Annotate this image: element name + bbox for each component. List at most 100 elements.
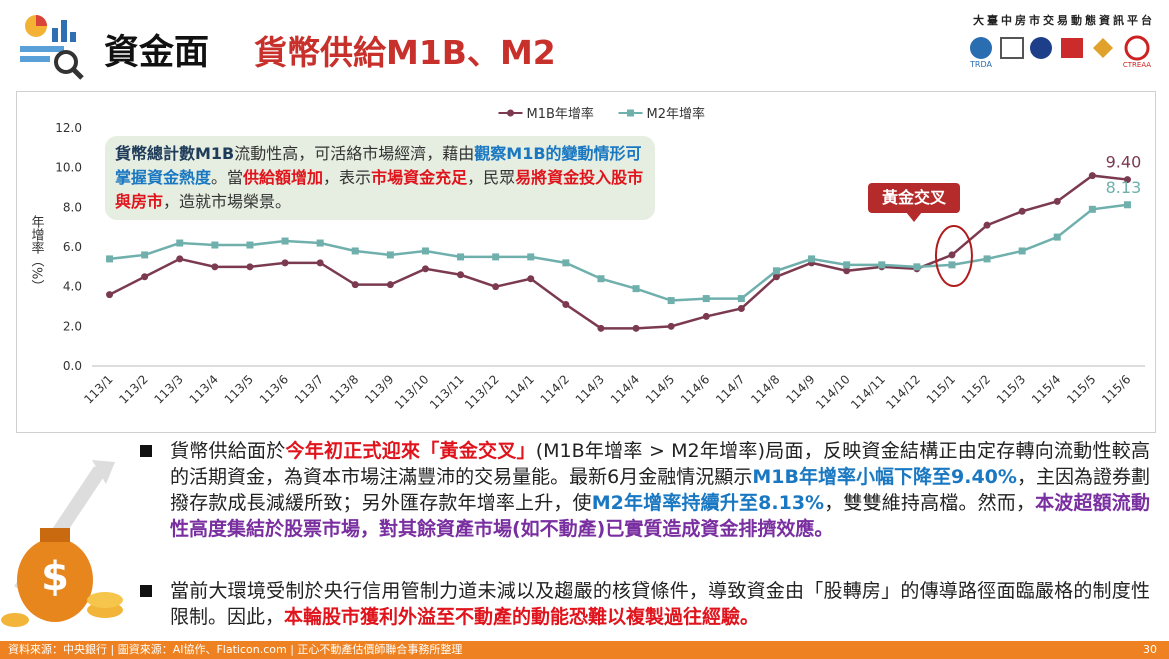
- text-run: ，雙雙維持高檔。然而，: [824, 492, 1036, 514]
- data-point: [527, 253, 535, 261]
- footer: 資料來源：中央銀行 | 圖資來源：AI協作、Flaticon.com | 正心不…: [0, 641, 1169, 659]
- data-point: [1018, 247, 1026, 255]
- legend-marker: [627, 109, 634, 117]
- x-tick-label: 115/2: [959, 372, 993, 406]
- x-tick-label: 114/6: [678, 372, 712, 406]
- data-point: [386, 281, 394, 289]
- text-run: ，主因為證券劃撥存款成長減緩所致；另外匯存款年增率上升，使: [170, 466, 1150, 514]
- data-point: [246, 263, 254, 271]
- data-point: [983, 221, 991, 229]
- x-tick-label: 113/6: [257, 372, 291, 406]
- svg-text:$: $: [41, 554, 69, 600]
- data-point: [421, 265, 429, 273]
- y-tick-label: 12.0: [55, 121, 82, 135]
- data-point: [597, 324, 605, 332]
- data-point: [176, 239, 184, 247]
- text-run: 今年初正式迎來「黃金交叉」: [285, 440, 536, 462]
- series-line: [108, 174, 1128, 330]
- x-tick-label: 113/8: [327, 372, 361, 406]
- x-tick-label: 113/1: [81, 372, 115, 406]
- x-tick-label: 114/5: [643, 372, 677, 406]
- header-icon: [20, 15, 84, 80]
- data-point: [632, 285, 640, 293]
- data-point: [1123, 201, 1131, 209]
- y-tick-label: 8.0: [63, 200, 82, 214]
- series-line: [109, 203, 1128, 302]
- data-point: [386, 251, 394, 259]
- callout: 黃金交叉: [868, 183, 960, 213]
- data-point: [948, 251, 956, 259]
- text-run: 貨幣總計數M1B: [115, 144, 235, 163]
- data-point: [843, 261, 851, 269]
- logo-text: CTREAA: [1123, 61, 1151, 69]
- x-tick-label: 114/10: [813, 372, 853, 412]
- x-tick-label: 114/8: [748, 372, 782, 406]
- x-tick-label: 114/4: [608, 372, 642, 406]
- data-point: [141, 273, 149, 281]
- y-axis-label: 年增率（%）: [29, 215, 45, 292]
- data-point: [246, 241, 254, 249]
- data-point: [211, 263, 219, 271]
- data-point: [351, 247, 359, 255]
- legend-label: M2年增率: [647, 106, 706, 122]
- x-tick-label: 113/11: [427, 372, 467, 412]
- data-point: [562, 259, 570, 267]
- page-number: 30: [1143, 643, 1157, 656]
- data-point: [106, 255, 114, 263]
- data-point: [421, 247, 429, 255]
- data-point: [316, 239, 324, 247]
- logo-text: TRDA: [969, 60, 992, 69]
- data-point: [1053, 233, 1061, 241]
- y-tick-label: 10.0: [55, 161, 82, 175]
- y-tick-label: 0.0: [63, 359, 82, 373]
- data-point: [281, 259, 289, 267]
- text-run: (M1B年增率 > M2年增率)局面，反映資金結構正由定存轉向流動性較高的活期資…: [170, 440, 1150, 488]
- text-run: 易將資金投入股市與房市: [115, 168, 644, 211]
- subtitle: 貨幣供給M1B、M2: [254, 33, 556, 72]
- text-run: 流動性高，可活絡市場經濟，藉由: [234, 144, 475, 163]
- data-point: [141, 251, 149, 259]
- data-point: [316, 259, 324, 267]
- logos: TRDA CTREAA: [969, 35, 1151, 69]
- data-point: [1053, 197, 1061, 205]
- data-point: [772, 273, 780, 281]
- text-run: 供給額增加: [243, 168, 324, 187]
- x-tick-label: 114/12: [883, 372, 923, 412]
- data-point: [457, 253, 465, 261]
- data-point: [702, 295, 710, 303]
- x-tick-label: 115/4: [1029, 372, 1063, 406]
- chart-frame: [16, 91, 1156, 433]
- text-run: 當前大環境受制於央行信用管制力道未減以及趨嚴的核貸條件，導致資金由「股轉房」的傳…: [170, 580, 1150, 628]
- data-point: [527, 275, 535, 283]
- x-tick-label: 114/1: [503, 372, 537, 406]
- data-point: [562, 301, 570, 309]
- data-point: [492, 283, 500, 291]
- text-run: 貨幣供給面於: [170, 440, 286, 462]
- x-tick-label: 113/2: [116, 372, 150, 406]
- highlight-ring: [934, 225, 973, 287]
- money-illustration: $: [1, 460, 123, 627]
- legend-marker: [507, 109, 514, 117]
- x-tick-label: 114/7: [713, 372, 747, 406]
- data-point: [702, 312, 710, 320]
- data-point: [737, 295, 745, 303]
- x-tick-label: 113/3: [152, 372, 186, 406]
- y-tick-label: 4.0: [63, 280, 82, 294]
- x-tick-label: 114/11: [848, 372, 888, 412]
- x-tick-label: 113/7: [292, 372, 326, 406]
- data-point: [843, 267, 851, 275]
- x-tick-label: 115/6: [1099, 372, 1133, 406]
- data-point: [667, 322, 675, 330]
- data-point: [808, 255, 816, 263]
- text-run: ，表示: [323, 168, 372, 187]
- data-point: [913, 263, 921, 271]
- text-run: ，民眾: [467, 168, 516, 187]
- text-run: 。當: [211, 168, 244, 187]
- text-run: 本波超額流動性高度集結於股票市場，對其餘資產市場(如不動產)已實質造成資金排擠效…: [170, 492, 1150, 540]
- data-point: [737, 304, 745, 312]
- annotation: 貨幣總計數M1B流動性高，可活絡市場經濟，藉由觀察M1B的變動情形可掌握資金熱度…: [105, 136, 655, 220]
- platform-name: 大臺中房市交易動態資訊平台: [973, 14, 1155, 27]
- data-point: [1018, 207, 1026, 215]
